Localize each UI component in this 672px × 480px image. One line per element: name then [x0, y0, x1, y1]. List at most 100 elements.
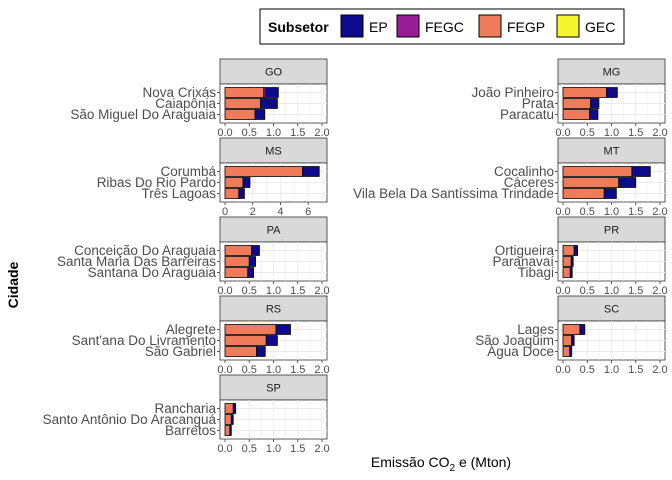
city-label: Cáceres [504, 175, 555, 190]
x-tick-label: 2.0 [652, 285, 667, 297]
city-label: Santana Do Araguaia [88, 265, 217, 280]
x-tick-label: 0.0 [217, 127, 232, 139]
bar-ep [579, 324, 586, 335]
bar-fegp [562, 166, 633, 177]
x-tick-label: 1.0 [604, 206, 619, 218]
bar-fegp [562, 335, 573, 346]
facet-strip-ms [219, 137, 328, 164]
x-tick-label: 1.0 [266, 127, 281, 139]
x-tick-label: 1.0 [266, 443, 281, 455]
x-tick-label: 2.0 [314, 285, 329, 297]
bar-fegp [562, 109, 591, 120]
bar-fegp [224, 188, 240, 199]
bar-fegp [224, 335, 267, 346]
bar-fegp [562, 87, 608, 98]
bar-ep [229, 425, 232, 436]
bar-fegp [224, 87, 265, 98]
x-tick-label: 1.0 [266, 364, 281, 376]
bar-ep [606, 87, 618, 98]
facet-strip-mg [557, 58, 666, 85]
x-tick-label: 0.5 [242, 285, 257, 297]
bar-fegp [224, 346, 257, 357]
x-tick-label: 0.5 [242, 364, 257, 376]
city-label: Água Doce [487, 344, 554, 359]
legend-label-fegp: FEGP [507, 19, 545, 35]
x-tick-label: 1.0 [266, 285, 281, 297]
bar-fegp [224, 98, 261, 109]
x-axis-title: Emissão CO2 e (Mton) [371, 454, 511, 474]
x-tick-label: 0.5 [580, 285, 595, 297]
x-tick-label: 0.0 [555, 206, 570, 218]
bar-ep [251, 245, 260, 256]
bar-ep [569, 346, 573, 357]
x-tick-label: 2.0 [314, 127, 329, 139]
city-label: Conceição Do Araguaia [74, 243, 216, 258]
city-label: Sant'ana Do Livramento [72, 333, 216, 348]
city-label: Alegrete [166, 322, 216, 337]
bar-fegp [562, 245, 575, 256]
x-tick-label: 2.0 [652, 127, 667, 139]
x-axis-title-rest: e (Mton) [455, 454, 511, 470]
legend: Subsetor EP FEGC FEGP GEC [259, 8, 625, 45]
x-tick-label: 0.0 [555, 285, 570, 297]
city-label: Ribas Do Rio Pardo [97, 175, 216, 190]
x-tick-label: 1.0 [604, 364, 619, 376]
x-tick-label: 1.5 [628, 364, 643, 376]
x-tick-label: 1.5 [290, 443, 305, 455]
facet-strip-go [219, 58, 328, 85]
axis-titles: Cidade Emissão CO2 e (Mton) [5, 261, 511, 474]
x-tick-label: 0.5 [242, 443, 257, 455]
city-label: São Gabriel [145, 344, 216, 359]
bar-fegp [224, 256, 250, 267]
x-tick-label: 1.5 [290, 285, 305, 297]
x-tick-label: 0.0 [217, 443, 232, 455]
facet-strip-label-sp: SP [266, 383, 281, 395]
facet-strip-sc [557, 295, 666, 322]
bar-fegp [224, 267, 249, 278]
facet-strip-label-go: GO [265, 67, 283, 79]
facet-strip-label-pa: PA [267, 225, 282, 237]
bar-ep [275, 324, 291, 335]
city-label: Santo Antônio Do Aracanguá [43, 412, 217, 427]
x-tick-label: 2.0 [314, 443, 329, 455]
x-axis-title-sub: 2 [450, 463, 456, 474]
facet-strip-sp [219, 374, 328, 401]
x-tick-label: 2.0 [652, 364, 667, 376]
city-label: São Joaquim [475, 333, 554, 348]
bar-ep [571, 335, 575, 346]
bar-fegp [224, 177, 244, 188]
bar-fegp [224, 425, 231, 436]
bar-fegp [224, 109, 256, 120]
facet-strip-mt [557, 137, 666, 164]
city-label: Ortigueira [495, 243, 555, 258]
bar-fegp [224, 414, 232, 425]
bar-fegp [224, 245, 253, 256]
bar-ep [618, 177, 637, 188]
x-tick-label: 0.0 [217, 364, 232, 376]
bar-ep [265, 335, 278, 346]
legend-key-ep [340, 14, 364, 38]
bar-ep [242, 177, 251, 188]
legend-key-fegc [396, 14, 420, 38]
x-tick-label: 6 [305, 206, 311, 218]
city-label: Paracatu [500, 107, 554, 122]
facet-strip-label-mg: MG [603, 67, 621, 79]
bar-ep [260, 98, 278, 109]
bar-ep [569, 267, 573, 278]
facet-strip-rs [219, 295, 328, 322]
bar-fegp [562, 98, 592, 109]
facet-strip-label-pr: PR [604, 225, 619, 237]
city-label: Rancharia [154, 401, 216, 416]
city-label: Vila Bela Da Santíssima Trindade [353, 186, 554, 201]
legend-key-gec [556, 14, 580, 38]
bar-ep [254, 109, 266, 120]
x-tick-label: 1.5 [628, 127, 643, 139]
legend-title: Subsetor [268, 19, 329, 35]
bar-ep [232, 403, 237, 414]
x-tick-label: 1.5 [628, 206, 643, 218]
